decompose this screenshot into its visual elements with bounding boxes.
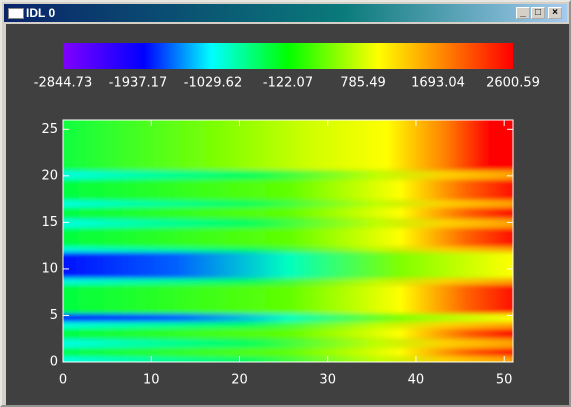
colorbar-tick-label: 1693.04 [411, 76, 465, 91]
heatmap-band [63, 338, 513, 349]
title-bar: IDL 0 _ □ × [4, 4, 567, 22]
heatmap-band [63, 278, 513, 285]
heatmap-band [63, 252, 513, 279]
heatmap-band [63, 218, 513, 228]
x-tick-label: 0 [59, 373, 67, 388]
close-button[interactable]: × [548, 7, 562, 19]
window-icon [8, 8, 24, 19]
colorbar-tick-label: 785.49 [340, 76, 386, 91]
heatmap-image [63, 120, 513, 362]
y-tick-label: 0 [50, 355, 58, 370]
colorbar-tick-label: 2600.59 [486, 76, 540, 91]
y-tick-label: 25 [41, 122, 58, 137]
plot-area: -2844.73 -1937.17 -1029.62 -122.07 785.49 169… [6, 24, 569, 405]
heatmap-band [63, 284, 513, 314]
x-tick-label: 30 [319, 373, 336, 388]
heatmap-band [63, 207, 513, 219]
x-tick-label: 20 [231, 373, 248, 388]
heatmap-band [63, 246, 513, 253]
y-tick-label: 15 [41, 215, 58, 230]
y-tick-label: 5 [50, 308, 58, 323]
heatmap [63, 120, 513, 362]
colorbar [63, 43, 513, 69]
maximize-button[interactable]: □ [531, 7, 545, 19]
heatmap-band [63, 200, 513, 208]
heatmap-band [63, 313, 513, 322]
heatmap-band [63, 328, 513, 339]
minimize-button[interactable]: _ [516, 7, 530, 19]
heatmap-band [63, 321, 513, 329]
colorbar-tick-label: -2844.73 [34, 76, 92, 91]
colorbar-tick-label: -1029.62 [184, 76, 242, 91]
x-tick-label: 50 [496, 373, 513, 388]
y-tick-label: 20 [41, 168, 58, 183]
colorbar-tick-label: -122.07 [263, 76, 313, 91]
heatmap-band [63, 348, 513, 357]
heatmap-band [63, 356, 513, 362]
heatmap-band [63, 170, 513, 180]
x-tick-label: 40 [408, 373, 425, 388]
heatmap-band [63, 179, 513, 201]
heatmap-band [63, 120, 513, 171]
frame [62, 119, 514, 363]
window-title: IDL 0 [26, 6, 56, 20]
y-tick-label: 10 [41, 261, 58, 276]
colorbar-tick-label: -1937.17 [109, 76, 167, 91]
heatmap-band [63, 227, 513, 247]
x-tick-label: 10 [143, 373, 160, 388]
